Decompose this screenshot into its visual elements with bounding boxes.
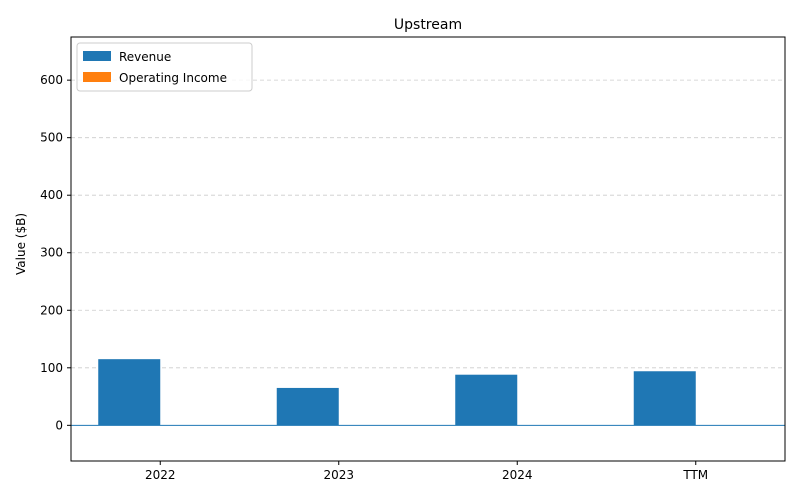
x-tick-label: TTM [682,468,708,482]
legend-label: Operating Income [119,71,227,85]
legend-label: Revenue [119,50,171,64]
x-tick-label: 2022 [145,468,176,482]
legend-swatch [83,51,111,61]
axes-frame [70,36,786,462]
x-ticks: 2022 2023 2024 TTM [145,461,708,482]
y-tick-label: 200 [40,303,63,317]
y-tick-label: 500 [40,131,63,145]
axes [70,36,786,462]
legend-box [76,42,253,92]
chart-title: Upstream [394,17,462,33]
x-tick-label: 2023 [323,468,354,482]
bar-revenue-2023 [276,387,339,426]
y-tick-label: 600 [40,73,63,87]
y-tick-label: 100 [40,361,63,375]
y-tick-label: 400 [40,188,63,202]
bar-revenue-2024 [455,374,518,426]
y-ticks: 0 100 200 300 400 500 600 [40,73,71,432]
legend-swatch [83,72,111,82]
legend: Revenue Operating Income [76,42,253,92]
y-tick-label: 0 [55,418,63,432]
bar-revenue-2022 [98,359,161,426]
y-tick-label: 300 [40,246,63,260]
y-axis-label: Value ($B) [14,213,28,275]
bar-revenue-ttm [633,371,696,426]
x-tick-label: 2024 [502,468,533,482]
bars [98,359,696,426]
